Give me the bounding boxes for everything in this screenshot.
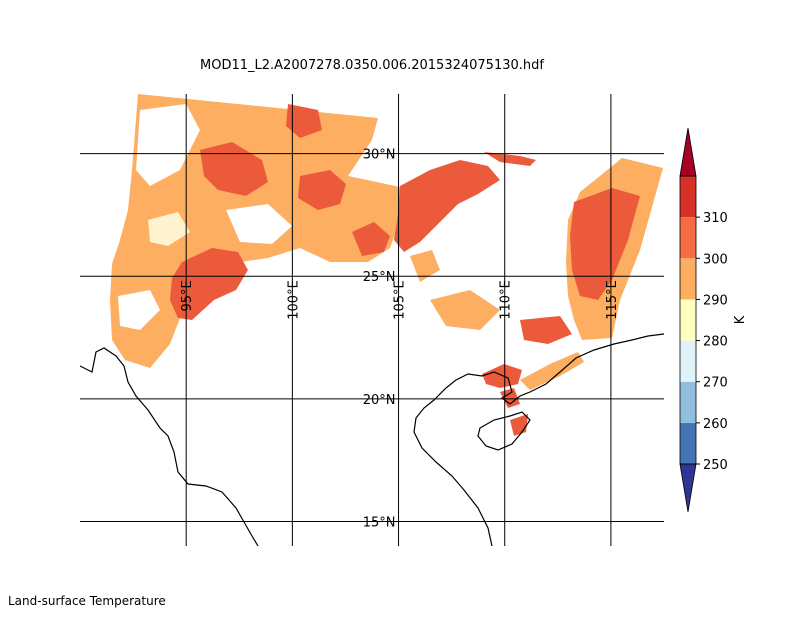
lst-patch — [520, 316, 572, 344]
lst-patch — [286, 104, 322, 138]
colorbar-tick-label: 310 — [703, 211, 728, 226]
colorbar-segment — [680, 340, 696, 382]
lst-patch — [510, 414, 528, 436]
colorbar-over-arrow — [679, 127, 697, 177]
map-title: MOD11_L2.A2007278.0350.006.2015324075130… — [200, 58, 544, 73]
lst-patch — [410, 250, 440, 282]
lst-patch — [170, 248, 248, 320]
colorbar-tick-label: 270 — [703, 376, 728, 391]
meridian-label: 100°E — [286, 280, 301, 320]
lst-patch — [570, 188, 640, 300]
lst-patch — [200, 142, 268, 196]
lst-speckle — [484, 152, 536, 166]
colorbar-tick-label: 250 — [703, 458, 728, 473]
colorbar-frame — [679, 175, 697, 465]
colorbar: 250 260 270 280 290 300 310 K — [679, 127, 748, 513]
colorbar-tick-label: 300 — [703, 252, 728, 267]
colorbar-segment — [680, 422, 696, 464]
colorbar-tick-label: 260 — [703, 417, 728, 432]
colorbar-segment — [680, 381, 696, 423]
lst-gap — [226, 204, 292, 244]
colorbar-unit-label: K — [733, 315, 748, 324]
colorbar-tick-label: 290 — [703, 293, 728, 308]
lst-patch — [352, 222, 390, 256]
parallel-label: 30°N — [363, 148, 396, 163]
colorbar-segment — [680, 217, 696, 259]
colorbar-under-arrow — [679, 463, 697, 513]
footer-label: Land-surface Temperature — [8, 594, 166, 608]
meridian-label: 95°E — [180, 280, 195, 311]
graticule — [80, 94, 664, 546]
parallel-label: 15°N — [363, 515, 396, 530]
meridian-label: 110°E — [499, 280, 514, 320]
lst-gap — [136, 104, 200, 186]
parallel-label: 25°N — [363, 270, 396, 285]
lst-gap — [118, 290, 160, 330]
lst-gap — [148, 212, 190, 246]
meridian-label: 105°E — [393, 280, 408, 320]
parallel-label: 20°N — [363, 393, 396, 408]
lst-data-layer — [110, 94, 663, 436]
meridian-label: 115°E — [605, 280, 620, 320]
coastline-west — [80, 347, 259, 546]
colorbar-segment — [680, 258, 696, 300]
colorbar-segment — [680, 299, 696, 341]
lst-patch-central — [394, 160, 500, 252]
lst-patch — [298, 170, 346, 210]
colorbar-segment — [680, 176, 696, 218]
colorbar-tick-label: 280 — [703, 335, 728, 350]
lst-patch — [520, 352, 584, 390]
graticule-labels: 95°E 100°E 105°E 110°E 115°E 15°N 20°N 25°N 30°N — [180, 148, 620, 531]
lst-patch — [430, 290, 500, 330]
coastline-indochina — [413, 333, 664, 546]
